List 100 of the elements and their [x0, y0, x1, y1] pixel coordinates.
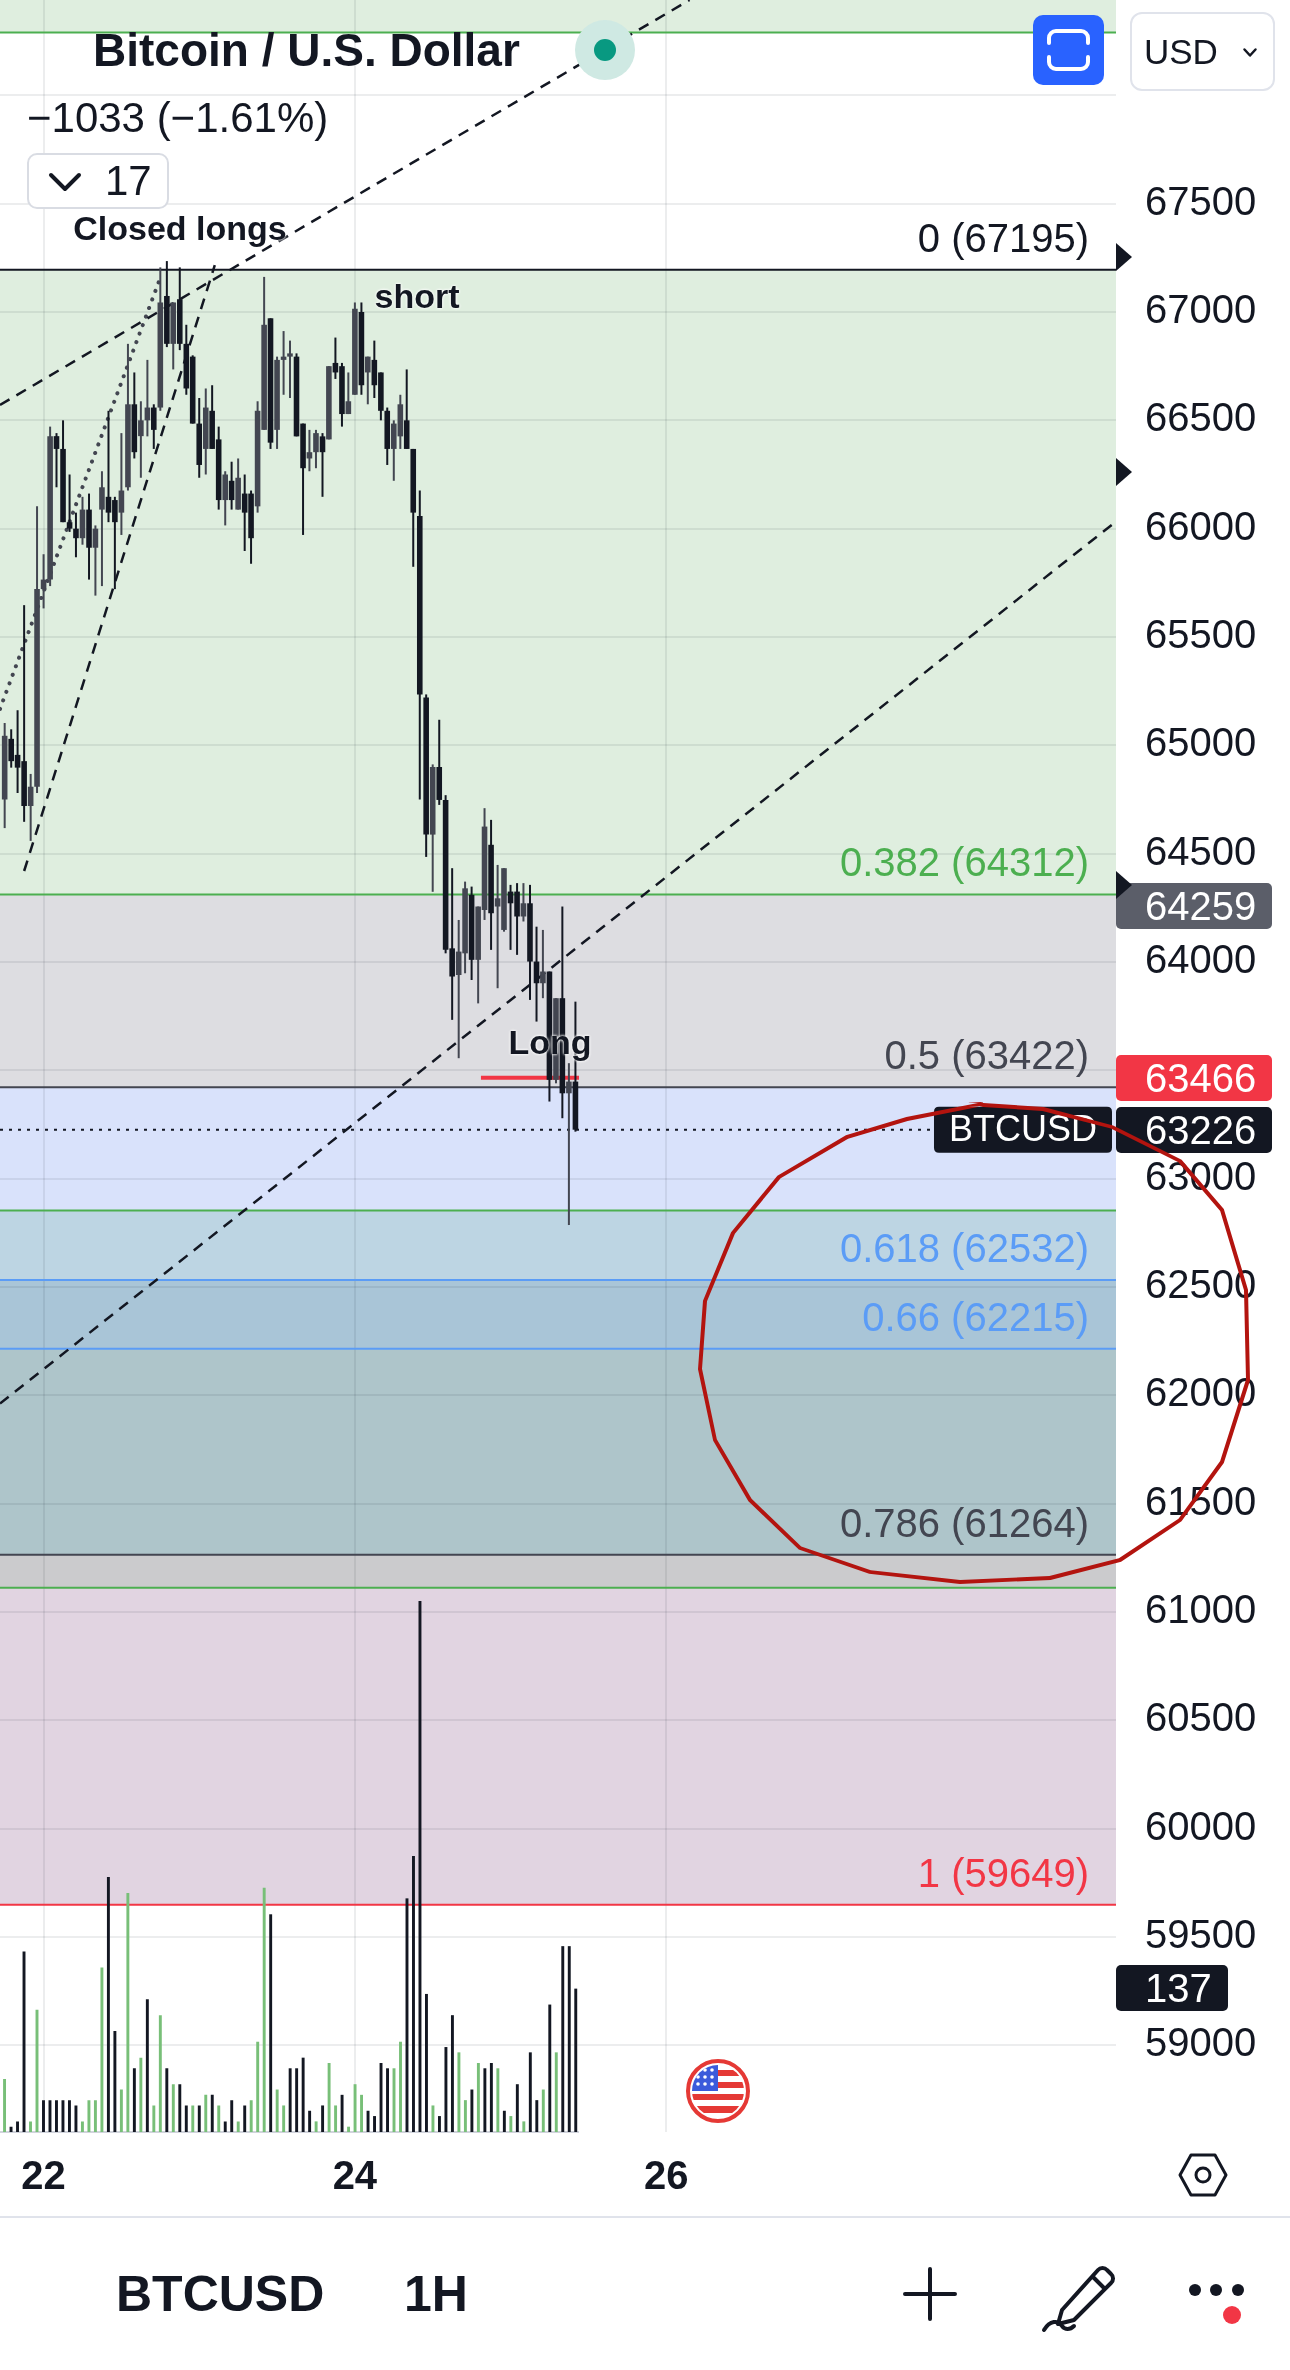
candlestick	[520, 882, 527, 923]
bar	[308, 2110, 312, 2132]
bar	[204, 2094, 208, 2132]
y-tick-label: 61000	[1145, 1587, 1257, 1632]
candlestick	[138, 400, 144, 479]
bar	[42, 2100, 45, 2132]
bar	[347, 2126, 351, 2132]
bar	[334, 2105, 338, 2132]
ref-line-label: 0.786 (61264)	[839, 1500, 1089, 1545]
bar	[29, 2121, 32, 2132]
ref-line-label: 0 (67195)	[917, 215, 1089, 260]
text: 63226	[1116, 1107, 1273, 1153]
annotation: short	[374, 277, 460, 315]
bar	[171, 2084, 175, 2132]
bar	[548, 2004, 552, 2132]
ref-line-label: 0.382 (64312)	[839, 840, 1089, 885]
bar	[16, 2121, 19, 2132]
bar	[139, 2057, 143, 2132]
ref-line-label: 0.618 (62532)	[839, 1226, 1089, 1271]
bar	[301, 2057, 305, 2132]
bar	[366, 2110, 370, 2132]
bar	[93, 2100, 97, 2132]
bar	[262, 1887, 266, 2132]
y-tick-label: 65500	[1145, 612, 1257, 657]
bar	[152, 2105, 156, 2132]
bar	[74, 2105, 78, 2132]
y-tick-label: 60000	[1145, 1803, 1257, 1848]
bar	[502, 2110, 506, 2132]
text: BTCUSD	[116, 2265, 325, 2323]
bar	[463, 2100, 467, 2132]
candlestick	[365, 355, 371, 406]
y-tick-label: 64000	[1145, 937, 1257, 982]
candlestick	[287, 339, 293, 400]
bar	[437, 2116, 441, 2132]
y-tick-label: 59000	[1145, 2020, 1257, 2065]
bar	[100, 1967, 104, 2132]
bar	[425, 1993, 428, 2132]
bar	[217, 2105, 221, 2132]
bar	[554, 2052, 558, 2132]
bar	[80, 2121, 84, 2132]
bar	[243, 2105, 247, 2132]
bar	[321, 2105, 325, 2132]
bar	[483, 2068, 487, 2132]
x-tick-label: 24	[332, 2153, 378, 2198]
bar	[230, 2100, 234, 2132]
bar	[87, 2100, 91, 2132]
bar	[399, 2041, 402, 2132]
bar	[386, 2068, 389, 2132]
bar	[126, 1893, 130, 2132]
bar	[145, 1999, 149, 2132]
bar	[288, 2068, 292, 2132]
y-tick-label: 67000	[1145, 287, 1257, 332]
text: 137	[1116, 1965, 1228, 2011]
bar	[178, 2084, 182, 2132]
bar	[444, 2047, 448, 2132]
candlestick	[53, 432, 60, 489]
bar	[295, 2068, 299, 2132]
ref-line-label: 0.66 (62215)	[862, 1294, 1089, 1339]
bar	[314, 2121, 318, 2132]
candlestick	[99, 470, 105, 588]
bar	[450, 2015, 454, 2132]
bar	[249, 2100, 253, 2132]
bar	[269, 1914, 273, 2132]
y-tick-label: 66000	[1145, 503, 1257, 548]
bar	[132, 2068, 136, 2132]
bar	[431, 2105, 435, 2132]
candlestick	[319, 432, 326, 498]
candlestick	[540, 928, 546, 1000]
ref-line-label: 0.5 (63422)	[884, 1033, 1089, 1078]
bar	[353, 2084, 357, 2132]
bar	[373, 2116, 376, 2132]
bar	[197, 2105, 201, 2132]
bar	[476, 2062, 480, 2132]
bar	[470, 2089, 474, 2132]
bar	[509, 2116, 513, 2132]
bar	[210, 2094, 214, 2132]
candlestick	[150, 403, 157, 450]
x-tick-label: 26	[643, 2153, 689, 2198]
bar	[489, 2062, 493, 2132]
ref-line-label: BTCUSD	[948, 1107, 1098, 1149]
ref-line-label: 1 (59649)	[917, 1850, 1089, 1895]
y-tick-label: 59500	[1145, 1912, 1257, 1957]
y-tick-label: 64500	[1145, 828, 1257, 873]
candlestick	[345, 371, 352, 416]
bar	[119, 2089, 123, 2132]
bar	[561, 1946, 565, 2132]
collapse-button: 17	[27, 153, 169, 209]
candlestick	[66, 473, 73, 533]
bar	[256, 2041, 260, 2132]
candlestick	[313, 428, 319, 470]
bar	[457, 2052, 461, 2132]
bar	[106, 1877, 110, 2132]
text: 63466	[1116, 1055, 1273, 1101]
bar	[528, 2052, 532, 2132]
bar	[574, 1988, 578, 2132]
currency-dropdown: USD	[1130, 12, 1275, 91]
bar	[340, 2094, 344, 2132]
bar	[158, 2015, 162, 2132]
annotation: 17	[105, 157, 152, 205]
bar	[223, 2121, 227, 2132]
